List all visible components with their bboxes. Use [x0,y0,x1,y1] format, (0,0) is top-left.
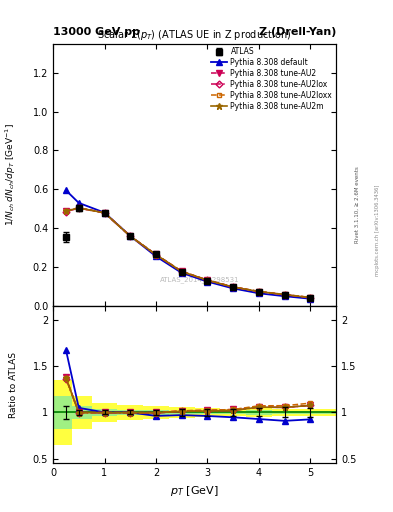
Bar [118,405,143,420]
Text: ATLAS_2014_I1298531: ATLAS_2014_I1298531 [160,276,240,283]
Pythia 8.308 default [102,209,107,216]
Pythia 8.308 tune-AU2 [76,205,81,211]
Pythia 8.308 tune-AU2lox [179,268,184,274]
Bar [72,396,92,429]
Pythia 8.308 tune-AU2 [231,284,235,290]
Pythia 8.308 tune-AU2lox [154,252,158,258]
Pythia 8.308 tune-AU2lox [257,288,261,294]
Pythia 8.308 tune-AU2m [102,210,107,216]
Pythia 8.308 tune-AU2lox [231,284,235,290]
Pythia 8.308 tune-AU2loxx [282,291,287,297]
Bar [195,408,220,417]
Pythia 8.308 default [64,187,68,194]
Bar [272,411,298,414]
Bar [92,409,118,416]
Pythia 8.308 tune-AU2 [179,268,184,274]
Bar [143,406,169,419]
Pythia 8.308 tune-AU2loxx [154,251,158,258]
Pythia 8.308 tune-AU2lox [205,277,210,283]
Pythia 8.308 tune-AU2 [154,251,158,258]
Pythia 8.308 tune-AU2loxx [205,277,210,283]
Pythia 8.308 tune-AU2m [282,291,287,297]
Pythia 8.308 tune-AU2loxx [76,205,81,211]
Pythia 8.308 default [308,295,313,302]
Pythia 8.308 default [179,270,184,276]
Pythia 8.308 default [282,293,287,300]
Pythia 8.308 default [257,290,261,296]
Pythia 8.308 default [128,233,132,239]
Pythia 8.308 tune-AU2 [128,233,132,239]
Bar [246,408,272,417]
Bar [298,411,336,414]
Pythia 8.308 tune-AU2m [308,294,313,301]
Pythia 8.308 tune-AU2m [76,205,81,211]
Pythia 8.308 tune-AU2loxx [179,268,184,274]
Bar [272,409,298,416]
Pythia 8.308 default [205,279,210,285]
Text: Z (Drell-Yan): Z (Drell-Yan) [259,27,336,37]
Pythia 8.308 tune-AU2lox [76,205,81,211]
Bar [246,410,272,415]
Bar [298,409,336,416]
Bar [220,409,246,416]
Pythia 8.308 tune-AU2m [154,251,158,258]
Bar [118,410,143,415]
Bar [169,411,195,414]
Line: Pythia 8.308 tune-AU2loxx: Pythia 8.308 tune-AU2loxx [64,205,313,300]
Pythia 8.308 tune-AU2loxx [64,208,68,215]
Pythia 8.308 tune-AU2loxx [308,294,313,301]
Pythia 8.308 tune-AU2 [64,207,68,214]
Pythia 8.308 tune-AU2loxx [231,284,235,290]
Text: 13000 GeV pp: 13000 GeV pp [53,27,140,37]
Pythia 8.308 tune-AU2m [128,233,132,239]
Bar [53,396,72,429]
Pythia 8.308 tune-AU2m [179,268,184,274]
Bar [53,380,72,445]
Pythia 8.308 default [154,253,158,260]
Pythia 8.308 tune-AU2loxx [102,210,107,216]
Pythia 8.308 tune-AU2lox [102,210,107,216]
Y-axis label: $1/N_{ch}\,dN_{ch}/dp_T$ [GeV$^{-1}$]: $1/N_{ch}\,dN_{ch}/dp_T$ [GeV$^{-1}$] [3,123,18,226]
Pythia 8.308 tune-AU2 [308,294,313,301]
Text: mcplots.cern.ch [arXiv:1306.3436]: mcplots.cern.ch [arXiv:1306.3436] [375,185,380,276]
Pythia 8.308 tune-AU2m [231,284,235,290]
Legend: ATLAS, Pythia 8.308 default, Pythia 8.308 tune-AU2, Pythia 8.308 tune-AU2lox, Py: ATLAS, Pythia 8.308 default, Pythia 8.30… [209,46,334,113]
Line: Pythia 8.308 tune-AU2m: Pythia 8.308 tune-AU2m [62,204,314,301]
Pythia 8.308 tune-AU2m [64,208,68,214]
X-axis label: $p_T$ [GeV]: $p_T$ [GeV] [170,484,219,498]
Pythia 8.308 tune-AU2loxx [257,288,261,294]
Pythia 8.308 default [231,285,235,291]
Line: Pythia 8.308 tune-AU2lox: Pythia 8.308 tune-AU2lox [64,206,313,300]
Pythia 8.308 tune-AU2lox [64,208,68,215]
Pythia 8.308 tune-AU2 [102,209,107,216]
Pythia 8.308 tune-AU2loxx [128,233,132,239]
Title: Scalar $\Sigma(p_T)$ (ATLAS UE in Z production): Scalar $\Sigma(p_T)$ (ATLAS UE in Z prod… [97,28,292,42]
Pythia 8.308 tune-AU2 [282,291,287,297]
Text: Rivet 3.1.10, ≥ 2.6M events: Rivet 3.1.10, ≥ 2.6M events [355,166,360,243]
Bar [220,411,246,414]
Pythia 8.308 default [76,200,81,206]
Bar [92,403,118,422]
Bar [143,410,169,415]
Pythia 8.308 tune-AU2 [257,288,261,294]
Y-axis label: Ratio to ATLAS: Ratio to ATLAS [9,352,18,418]
Line: Pythia 8.308 default: Pythia 8.308 default [63,187,313,302]
Pythia 8.308 tune-AU2lox [128,233,132,240]
Pythia 8.308 tune-AU2lox [308,294,313,301]
Line: Pythia 8.308 tune-AU2: Pythia 8.308 tune-AU2 [63,205,313,301]
Pythia 8.308 tune-AU2lox [282,291,287,297]
Bar [169,407,195,418]
Pythia 8.308 tune-AU2m [257,288,261,294]
Bar [195,411,220,414]
Pythia 8.308 tune-AU2 [205,277,210,283]
Pythia 8.308 tune-AU2m [205,277,210,283]
Bar [72,406,92,419]
